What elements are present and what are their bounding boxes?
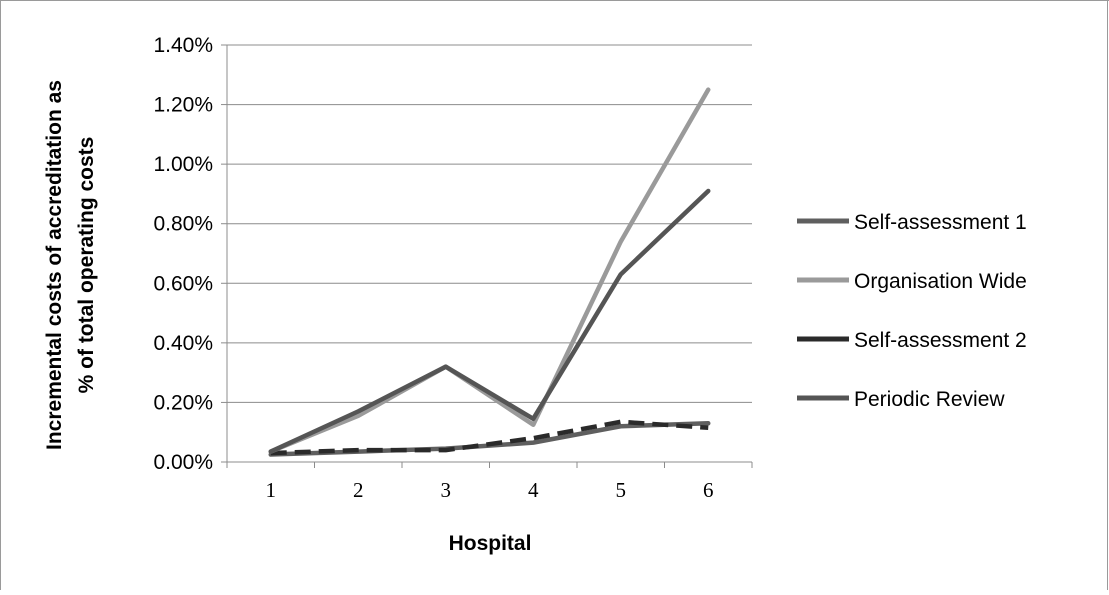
y-tick-label: 0.80% xyxy=(153,213,213,236)
y-axis-title-line-1: Incremental costs of accreditation as xyxy=(43,80,66,450)
legend: Self-assessment 1 Organisation Wide Self-a… xyxy=(797,211,1027,411)
x-tick-label: 2 xyxy=(353,478,364,502)
legend-label: Self-assessment 1 xyxy=(854,211,1027,234)
y-tick-label: 1.20% xyxy=(153,94,213,117)
legend-label: Periodic Review xyxy=(854,388,1005,411)
series-line-organisation-wide xyxy=(268,87,711,454)
y-tick-label: 1.40% xyxy=(153,34,213,57)
y-tick-label: 1.00% xyxy=(153,153,213,176)
x-tick-label: 6 xyxy=(703,478,714,502)
legend-label: Organisation Wide xyxy=(854,270,1027,293)
y-tick-label: 0.60% xyxy=(153,272,213,295)
x-tick-label: 3 xyxy=(441,478,452,502)
y-axis-title-group: Incremental costs of accreditation as % … xyxy=(43,80,98,450)
x-axis-title: Hospital xyxy=(449,532,532,555)
y-tick-label: 0.20% xyxy=(153,391,213,414)
legend-label: Self-assessment 2 xyxy=(854,329,1027,352)
x-tick-label: 1 xyxy=(266,478,277,502)
series-line-periodic-review xyxy=(268,188,711,454)
y-axis-title-line-2: % of total operating costs xyxy=(75,137,98,394)
series-line-self-assessment-2 xyxy=(270,419,709,456)
y-tick-label: 0.00% xyxy=(153,451,213,474)
y-tick-label: 0.40% xyxy=(153,332,213,355)
x-tick-label: 4 xyxy=(528,478,539,502)
x-tick-label: 5 xyxy=(616,478,627,502)
